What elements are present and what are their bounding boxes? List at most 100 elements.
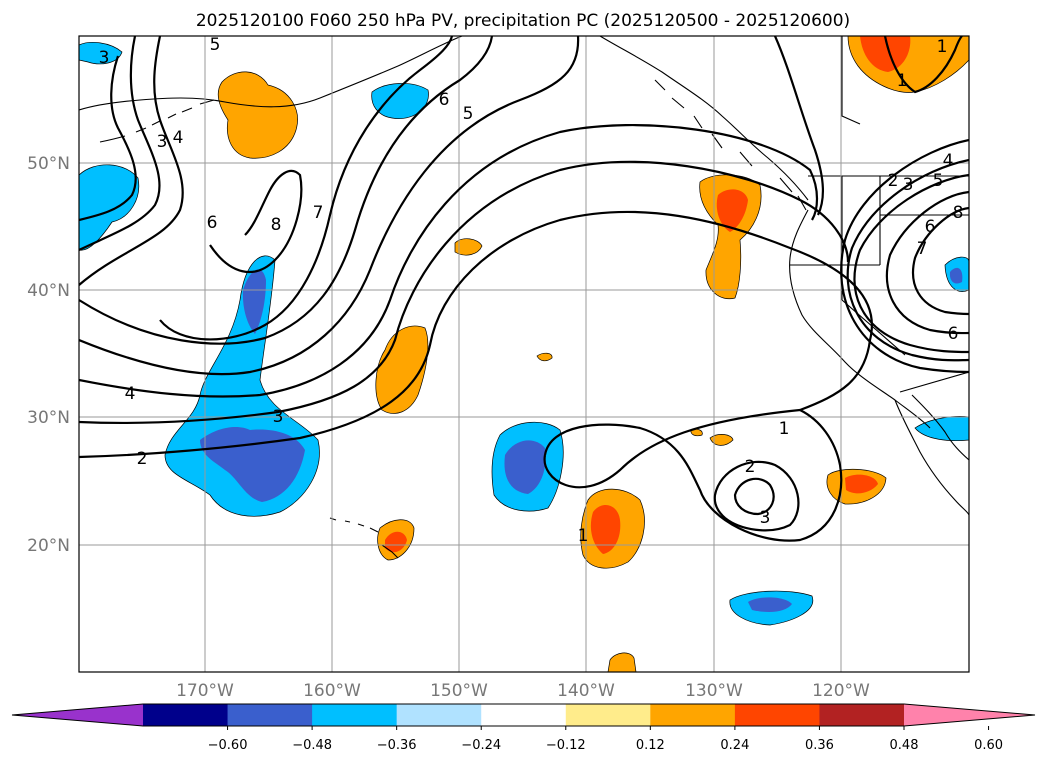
colorbar-tick-label: −0.48 [292, 738, 332, 753]
colorbar: −0.60 −0.48 −0.36 −0.24 −0.12 0.12 0.24 0.36 0.4… [11, 703, 1036, 753]
colorbar-outline [11, 703, 1036, 727]
latitude-labels: 50°N 40°N 30°N 20°N [27, 154, 70, 556]
pv-contour-labels: 3 4 5 6 7 8 2 4 3 5 6 1 1 2 3 2 3 4 5 6 … [99, 35, 964, 546]
contour-label: 8 [953, 203, 964, 223]
colorbar-tick-label: −0.12 [546, 738, 586, 753]
contour-label: 7 [917, 239, 928, 259]
pv-contour-east-trough [885, 190, 969, 335]
colorbar-tick-label: 0.48 [890, 738, 919, 753]
precip-anomaly-fills [79, 36, 969, 672]
lon-label: 120°W [812, 681, 870, 701]
map-frame [78, 35, 970, 673]
coastline-mexico [911, 394, 969, 461]
precip-positive-core [590, 505, 621, 554]
precip-negative-core [242, 269, 266, 334]
coastline-us-west [789, 209, 931, 429]
precip-positive-region [536, 352, 553, 362]
contour-label: 7 [313, 203, 324, 223]
precip-negative-core [504, 440, 546, 494]
coastline-baja [894, 399, 969, 516]
precip-positive-core [860, 36, 911, 72]
precip-negative-core [200, 427, 305, 502]
precip-positive-region [375, 325, 429, 414]
hawaii-islands [329, 517, 399, 559]
colorbar-tick-label: −0.24 [461, 738, 501, 753]
contour-label: 3 [903, 175, 914, 195]
contour-label: 1 [578, 526, 589, 546]
contour-label: 4 [943, 151, 954, 171]
precip-negative-core [949, 267, 963, 284]
lon-label: 170°W [176, 681, 234, 701]
colorbar-extend-max [904, 704, 1035, 726]
contour-label: 2 [888, 171, 899, 191]
pv-contour-east-trough [846, 158, 969, 362]
lat-label: 20°N [27, 536, 70, 556]
lat-label: 50°N [27, 154, 70, 174]
contour-label: 5 [933, 171, 944, 191]
colorbar-segment [565, 704, 651, 726]
colorbar-segment [396, 704, 482, 726]
pv-contour-1-north [883, 36, 963, 94]
precip-positive-region [709, 434, 734, 446]
lat-label: 40°N [27, 281, 70, 301]
colorbar-tick-label: −0.36 [377, 738, 417, 753]
colorbar-tick-label: 0.36 [805, 738, 834, 753]
colorbar-segment [650, 704, 736, 726]
colorbar-tick-label: 0.12 [636, 738, 665, 753]
contour-label: 1 [897, 71, 908, 91]
coastline-alaska [79, 36, 463, 111]
pv-contour-8 [209, 169, 303, 274]
pv-contour-western-trough [79, 55, 137, 222]
lon-label: 150°W [430, 681, 488, 701]
contour-label: 6 [948, 324, 959, 344]
contour-label: 3 [760, 508, 771, 528]
contour-label: 3 [99, 48, 110, 68]
contour-label: 1 [779, 419, 790, 439]
lon-label: 130°W [685, 681, 743, 701]
precip-positive-region [454, 238, 483, 256]
pv-contour-5 [79, 36, 580, 376]
pv-contour-east-trough [853, 173, 969, 354]
pv-contour-3 [79, 160, 850, 424]
contour-label: 3 [273, 407, 284, 427]
contour-label: 6 [925, 217, 936, 237]
contour-label: 2 [137, 449, 148, 469]
coastline-gulf-of-alaska [599, 36, 809, 201]
pv-contour-closed-low-inner [713, 460, 800, 532]
precip-positive-region [607, 652, 637, 672]
map-title: 2025120100 F060 250 hPa PV, precipitatio… [196, 11, 850, 31]
contour-label: 1 [937, 37, 948, 57]
precip-negative-region [79, 42, 123, 65]
pv-contour-western-trough [79, 36, 184, 286]
contour-label: 2 [745, 457, 756, 477]
lon-label: 140°W [557, 681, 615, 701]
pv-contour-east-trough [911, 206, 969, 316]
precip-positive-core [845, 474, 878, 494]
border-alaska-canada [841, 36, 861, 125]
colorbar-tick-label: 0.60 [974, 738, 1003, 753]
pv-contours [79, 36, 969, 542]
pv-contour-7 [159, 36, 454, 341]
pv-contour-closed-low-core [733, 477, 775, 516]
colorbar-segment [143, 704, 229, 726]
contour-label: 5 [210, 35, 221, 55]
pv-contour-ridge [773, 36, 825, 216]
pv-contour-4 [79, 124, 819, 398]
precip-negative-region [79, 164, 140, 251]
colorbar-extend-min [12, 704, 143, 726]
longitude-labels: 170°W 160°W 150°W 140°W 130°W 120°W [176, 681, 870, 701]
pv-contour-western-trough [79, 36, 161, 251]
precip-positive-core [385, 531, 407, 553]
contour-label: 4 [125, 384, 136, 404]
pv-contour-east-trough [840, 138, 969, 374]
lon-label: 160°W [303, 681, 361, 701]
colorbar-segment [481, 704, 567, 726]
precip-positive-core [716, 189, 748, 232]
pv-contour-closed-low [543, 409, 843, 542]
colorbar-segment [312, 704, 398, 726]
contour-label: 5 [463, 104, 474, 124]
contour-label: 8 [271, 215, 282, 235]
colorbar-segment [819, 704, 905, 726]
contour-label: 6 [439, 90, 450, 110]
